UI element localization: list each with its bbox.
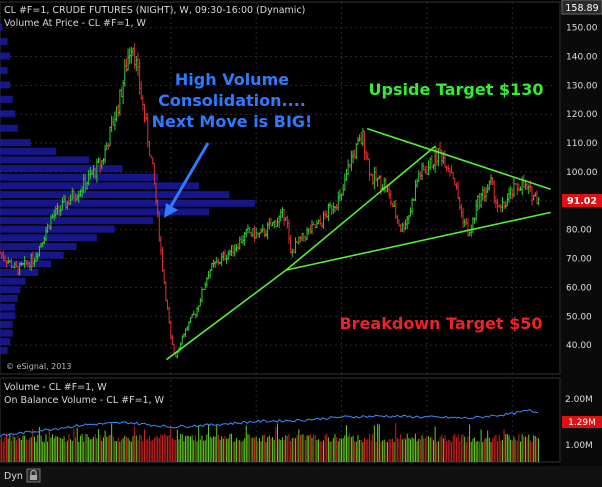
profile-bar (0, 182, 199, 190)
profile-bar (0, 217, 153, 225)
profile-bar (0, 260, 51, 268)
price-bars (0, 43, 540, 359)
profile-bar (0, 81, 11, 89)
price-tick-label: 80.00 (566, 226, 592, 236)
profile-bar (0, 23, 3, 31)
profile-bar (0, 165, 123, 173)
volume-grid (170, 380, 513, 462)
annotation-consolidation-line3: Next Move is BIG! (152, 112, 313, 131)
price-tick-label: 40.00 (566, 341, 592, 351)
annotation-consolidation-line1: High Volume (175, 70, 289, 89)
profile-bar (0, 303, 16, 311)
trendline-rising_support_2 (285, 145, 436, 271)
price-tick-label: 140.00 (566, 53, 598, 63)
profile-bar (0, 286, 21, 294)
annotation-consolidation-line2: Consolidation.... (158, 91, 306, 110)
annotation-breakdown-target: Breakdown Target $50 (339, 314, 542, 333)
profile-bar (0, 346, 8, 354)
price-tick-label: 50.00 (566, 312, 592, 322)
profile-bar (0, 139, 31, 147)
profile-bar (0, 110, 16, 118)
bottom-bar (0, 466, 602, 487)
volume-bars (0, 423, 540, 462)
dyn-button[interactable]: Dyn (4, 471, 23, 482)
copyright-label: © eSignal, 2013 (6, 362, 71, 371)
price-tick-label: 120.00 (566, 110, 598, 120)
price-tick-label: 110.00 (566, 139, 598, 149)
volume-subtitle: On Balance Volume - CL #F=1, W (4, 395, 165, 406)
trendline-upper_resistance (366, 127, 551, 191)
profile-bar (0, 320, 13, 328)
top-price-label: 158.89 (565, 3, 598, 14)
profile-bar (0, 329, 13, 337)
profile-bar (0, 38, 8, 46)
profile-bar (0, 277, 26, 285)
profile-bar (0, 124, 18, 132)
profile-bar (0, 312, 16, 320)
profile-bar (0, 294, 18, 302)
profile-bar (0, 234, 97, 242)
profile-bar (0, 173, 159, 181)
annotation-arrow (164, 142, 210, 218)
profile-bar (0, 52, 11, 60)
profile-bar (0, 338, 11, 346)
chart-subtitle: Volume At Price - CL #F=1, W (4, 18, 146, 29)
trendline-rising_support (166, 269, 287, 361)
profile-bar (0, 156, 90, 164)
volume-tick-1m: 1.00M (565, 441, 593, 451)
profile-bar (0, 199, 255, 207)
profile-bar (0, 243, 77, 251)
chart-title: CL #F=1, CRUDE FUTURES (NIGHT), W, 09:30… (4, 5, 305, 16)
obv-value-box (562, 416, 602, 428)
last-price-label: 91.02 (567, 196, 597, 207)
profile-bar (0, 147, 57, 155)
price-tick-label: 60.00 (566, 283, 592, 293)
volume-tick-2m: 2.00M (565, 395, 593, 405)
price-tick-label: 130.00 (566, 81, 598, 91)
price-tick-label: 150.00 (566, 24, 598, 34)
annotation-upside-target: Upside Target $130 (369, 80, 544, 99)
price-tick-label: 100.00 (566, 168, 598, 178)
profile-bar (0, 191, 230, 199)
trendlines (166, 127, 551, 361)
profile-bar (0, 95, 13, 103)
price-axis-ticks: 150.00140.00130.00120.00110.00100.0090.0… (566, 24, 598, 351)
top-price-box (561, 0, 602, 15)
obv-line (0, 408, 539, 438)
lock-icon[interactable] (26, 468, 41, 483)
trendline-lower_support (285, 211, 551, 271)
price-axis[interactable] (561, 0, 602, 466)
volume-title: Volume - CL #F=1, W (4, 382, 107, 393)
volume-at-price-profile (0, 23, 255, 354)
profile-bar (0, 66, 8, 74)
profile-bar (0, 268, 39, 276)
price-tick-label: 70.00 (566, 255, 592, 265)
profile-bar (0, 225, 115, 233)
profile-bar (0, 208, 210, 216)
last-price-box (562, 194, 602, 207)
obv-value-label: 1.29M (568, 418, 596, 428)
